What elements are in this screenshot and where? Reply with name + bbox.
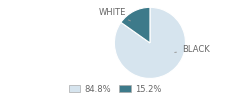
Text: WHITE: WHITE xyxy=(99,8,130,21)
Wedge shape xyxy=(121,7,150,43)
Wedge shape xyxy=(114,7,186,78)
Legend: 84.8%, 15.2%: 84.8%, 15.2% xyxy=(65,81,165,97)
Text: BLACK: BLACK xyxy=(175,45,210,54)
